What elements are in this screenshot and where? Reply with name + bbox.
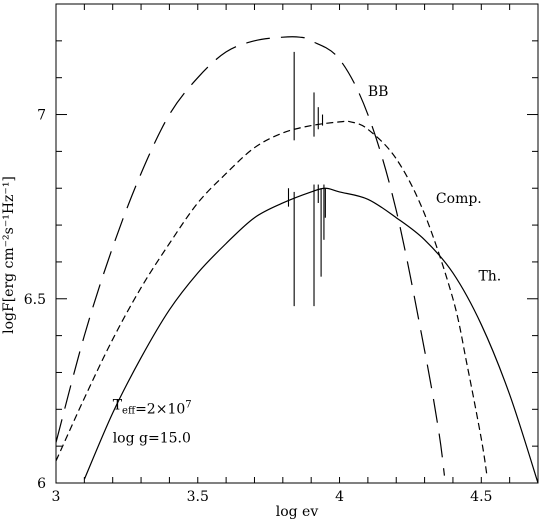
axis-ticks [55, 3, 539, 484]
plot-frame-rect [55, 3, 539, 484]
y-tick-label: 6.5 [24, 292, 46, 308]
series-labels: BB Comp. Th. [368, 84, 501, 284]
parameter-annotation: Teff=2×107 [113, 397, 192, 417]
series-comp-line [56, 120, 488, 476]
tick-labels: 3 3.5 4 4.5 6 6.5 7 [24, 108, 493, 505]
x-axis-label: log ev [276, 504, 319, 520]
x-tick-label: 3.5 [187, 489, 209, 505]
annotations: Teff=2×107 log g=15.0 [113, 397, 192, 446]
series-bb-line [56, 36, 446, 476]
x-tick-label: 4.5 [470, 489, 492, 505]
parameter-annotation: log g=15.0 [113, 430, 191, 446]
spectral-line-features [287, 51, 326, 307]
series-label-bb: BB [368, 84, 389, 100]
y-axis-label: logF[erg cm⁻²s⁻¹Hz⁻¹] [1, 176, 17, 334]
series-label-comp: Comp. [436, 191, 482, 207]
x-tick-label: 4 [335, 489, 344, 505]
x-tick-label: 3 [52, 489, 61, 505]
y-tick-label: 7 [37, 108, 46, 124]
plot-frame [55, 3, 539, 484]
series-label-th: Th. [478, 268, 501, 284]
y-tick-label: 6 [37, 476, 46, 492]
